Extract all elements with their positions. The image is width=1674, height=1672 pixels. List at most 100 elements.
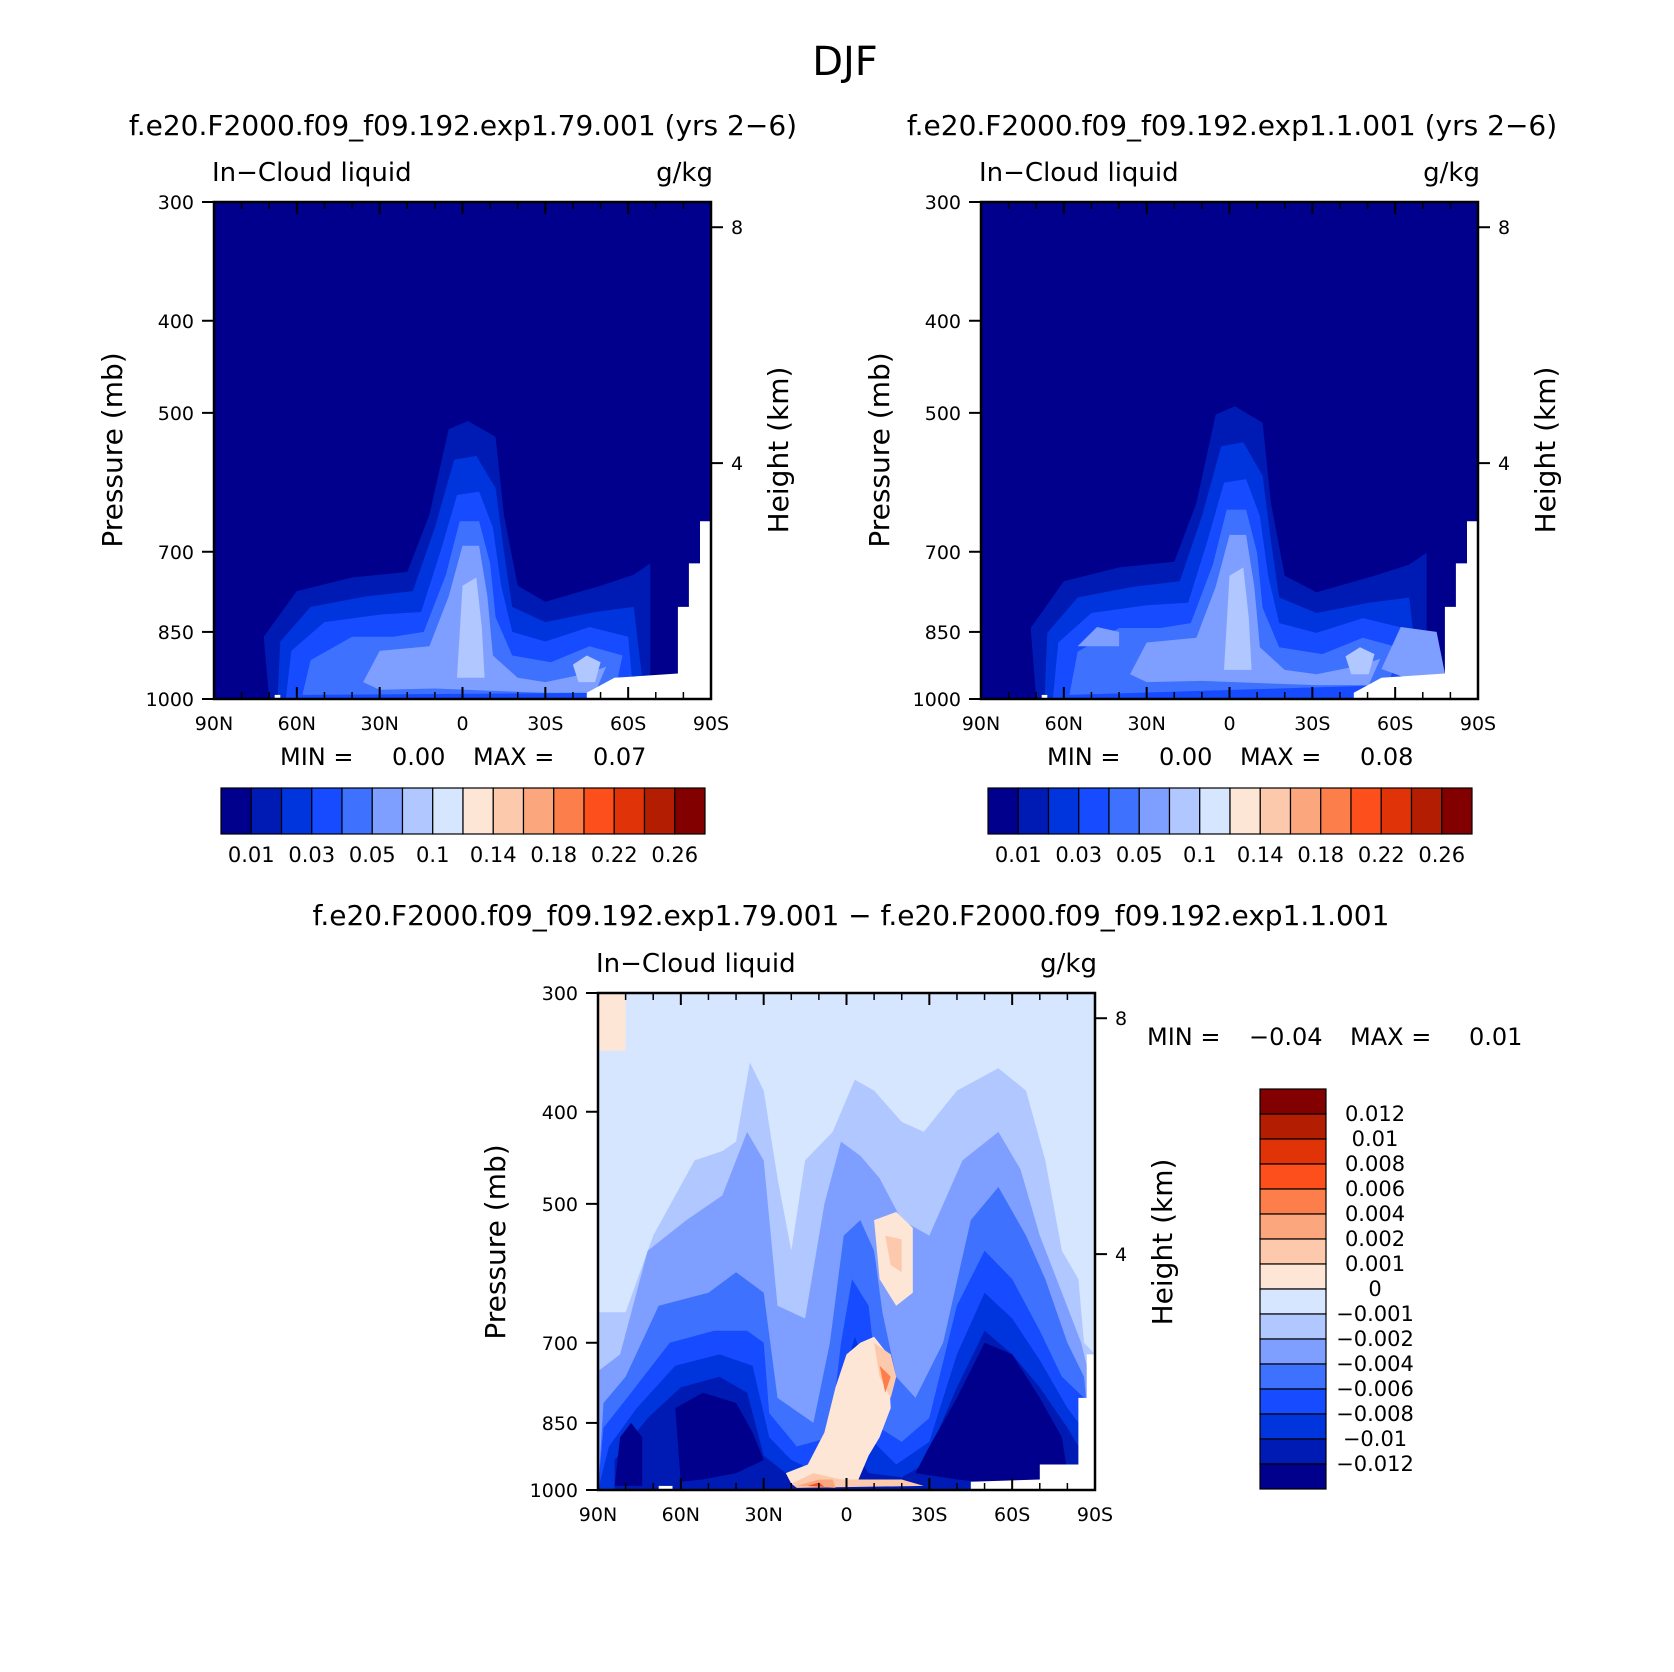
missing-data-region [970, 1354, 1095, 1490]
colorbar-label: 0.18 [530, 843, 577, 867]
colorbar-label: 0.008 [1345, 1152, 1405, 1176]
colorbar-swatch [462, 787, 494, 835]
panel-3-title: f.e20.F2000.f09_f09.192.exp1.79.001 − f.… [313, 899, 1390, 932]
colorbar-label: 0.14 [470, 843, 517, 867]
colorbar-swatch [1259, 1313, 1327, 1340]
y-tick-label: 500 [158, 403, 194, 425]
panel-2-max-label: MAX = [1240, 743, 1321, 771]
missing-data-region [586, 521, 711, 699]
x-tick-label: 90S [1077, 1504, 1113, 1526]
y-tick-label: 500 [542, 1194, 578, 1216]
colorbar-swatch [250, 787, 283, 835]
contour-band [885, 1235, 902, 1273]
colorbar-label: −0.002 [1336, 1327, 1414, 1351]
panel-1-height-label: Height (km) [762, 367, 795, 534]
colorbar-label: 0.03 [1055, 843, 1102, 867]
panel-2-units: g/kg [1423, 158, 1480, 188]
y-tick-label: 400 [542, 1102, 578, 1124]
contour-band [363, 545, 607, 693]
colorbar-label: 0.22 [1358, 843, 1405, 867]
panel-3-max-value: 0.01 [1469, 1023, 1522, 1051]
y-tick-label: 500 [925, 403, 961, 425]
colorbar-swatch [1259, 1138, 1327, 1165]
colorbar-label: 0.18 [1297, 843, 1344, 867]
contour-band [879, 1365, 891, 1393]
height-tick-label: 4 [731, 453, 743, 475]
panel-3-colorbar: 0.0120.010.0080.0060.0040.0020.0010−0.00… [1259, 1088, 1414, 1490]
x-tick-label: 30S [911, 1504, 947, 1526]
panel-3-contour-field [598, 993, 1095, 1490]
height-tick-label: 4 [1115, 1244, 1127, 1266]
main-title: DJF [812, 39, 878, 85]
panel-3-axes: 90N 60N 30N 0 30S 60S 90S 300 400 500 700 850 1000 8 4 [530, 983, 1127, 1526]
colorbar-swatch [1259, 1438, 1327, 1465]
contour-band [1130, 534, 1381, 686]
colorbar-label: 0.01 [995, 843, 1042, 867]
panel-1-min-value: 0.00 [392, 743, 445, 771]
colorbar-swatch [1259, 1288, 1327, 1315]
panel-2-ylabel: Pressure (mb) [863, 352, 896, 547]
contour-band [807, 1482, 825, 1487]
colorbar-swatch [1259, 1463, 1327, 1490]
colorbar-label: 0.26 [1418, 843, 1465, 867]
colorbar-swatch [522, 787, 555, 835]
colorbar-swatch [1259, 1263, 1327, 1290]
colorbar-label: 0.05 [349, 843, 396, 867]
colorbar-label: −0.001 [1336, 1302, 1414, 1326]
colorbar-swatch [553, 787, 585, 835]
y-tick-label: 300 [158, 192, 194, 214]
colorbar-label: −0.006 [1336, 1377, 1414, 1401]
x-tick-label: 0 [840, 1504, 852, 1526]
colorbar-swatch [371, 787, 404, 835]
colorbar-swatch [674, 787, 706, 835]
contour-band [457, 577, 485, 678]
colorbar-label: 0.1 [416, 843, 449, 867]
panel-2-height-label: Height (km) [1529, 367, 1562, 534]
x-tick-label: 60S [994, 1504, 1030, 1526]
colorbar-label: 0.004 [1345, 1202, 1405, 1226]
colorbar-swatch [432, 787, 464, 835]
panel-2-variable: In−Cloud liquid [979, 158, 1179, 188]
colorbar-swatch [1259, 1238, 1327, 1265]
y-tick-label: 850 [542, 1413, 578, 1435]
panel-2-max-value: 0.08 [1360, 743, 1413, 771]
colorbar-swatch [280, 787, 313, 835]
y-tick-label: 700 [158, 542, 194, 564]
panel-2-contour-field [981, 202, 1478, 699]
colorbar-swatch [1259, 1388, 1327, 1415]
colorbar-swatch [492, 787, 525, 835]
y-tick-label: 700 [542, 1333, 578, 1355]
panel-2-title: f.e20.F2000.f09_f09.192.exp1.1.001 (yrs … [907, 109, 1557, 142]
colorbar-label: 0.14 [1237, 843, 1284, 867]
y-tick-label: 850 [925, 622, 961, 644]
panel-2-min-label: MIN = [1047, 743, 1120, 771]
height-tick-label: 4 [1498, 453, 1510, 475]
panel-1-min-label: MIN = [280, 743, 353, 771]
y-tick-label: 1000 [146, 689, 194, 711]
colorbar-swatch [583, 787, 615, 835]
colorbar-swatch [401, 787, 434, 835]
panel-2: f.e20.F2000.f09_f09.192.exp1.1.001 (yrs … [863, 109, 1562, 867]
x-tick-label: 90N [579, 1504, 617, 1526]
colorbar-swatch [987, 787, 1019, 835]
panel-3-min-label: MIN = [1147, 1023, 1220, 1051]
colorbar-swatch [220, 787, 252, 835]
panel-2-min-value: 0.00 [1159, 743, 1212, 771]
panel-3-variable: In−Cloud liquid [596, 949, 796, 979]
colorbar-swatch [1229, 787, 1261, 835]
colorbar-label: −0.004 [1336, 1352, 1414, 1376]
colorbar-label: 0.1 [1183, 843, 1216, 867]
x-tick-label: 30S [1294, 713, 1330, 735]
colorbar-swatch [1259, 1088, 1327, 1115]
y-tick-label: 400 [925, 311, 961, 333]
colorbar-swatch [1259, 1338, 1327, 1365]
y-tick-label: 1000 [913, 689, 961, 711]
contour-band [598, 993, 626, 1051]
x-tick-label: 60S [610, 713, 646, 735]
colorbar-label: −0.012 [1336, 1452, 1414, 1476]
contour-band [785, 1336, 891, 1484]
x-tick-label: 60S [1377, 713, 1413, 735]
contour-band [675, 1392, 764, 1482]
colorbar-label: 0.01 [228, 843, 275, 867]
y-tick-label: 300 [542, 983, 578, 1005]
